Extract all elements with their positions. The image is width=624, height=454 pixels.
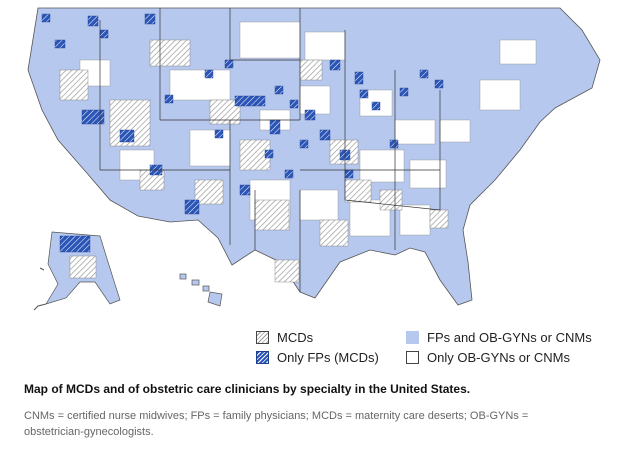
legend: MCDs Only FPs (MCDs) FPs and OB-GYNs or … [256,330,616,366]
alaska-mcd-patch [69,255,97,279]
fp-ob-swatch-icon [406,331,419,344]
mcd-swatch-icon [256,331,269,344]
hawaii-shape [179,273,223,307]
legend-label-mcds: MCDs [277,330,314,345]
state-boundaries [99,8,441,292]
aleutian-islands [33,267,47,311]
figure-footnote: CNMs = certified nurse midwives; FPs = f… [24,410,529,438]
legend-item-fp-ob: FPs and OB-GYNs or CNMs [406,330,592,345]
map-svg [27,7,601,311]
legend-item-mcds: MCDs [256,330,313,345]
only-ob-swatch-icon [406,351,419,364]
alaska-fp-patch [59,235,91,253]
legend-item-only-ob: Only OB-GYNs or CNMs [406,350,570,365]
only-fp-swatch-icon [256,351,269,364]
us-county-map [27,7,601,311]
legend-item-only-fps: Only FPs (MCDs) [256,350,379,365]
legend-label-only-ob: Only OB-GYNs or CNMs [427,350,571,365]
legend-label-only-fps: Only FPs (MCDs) [277,350,379,365]
legend-label-fp-ob: FPs and OB-GYNs or CNMs [427,330,592,345]
figure-caption: Map of MCDs and of obstetric care clinic… [24,382,471,396]
mcd-patches [59,39,449,283]
